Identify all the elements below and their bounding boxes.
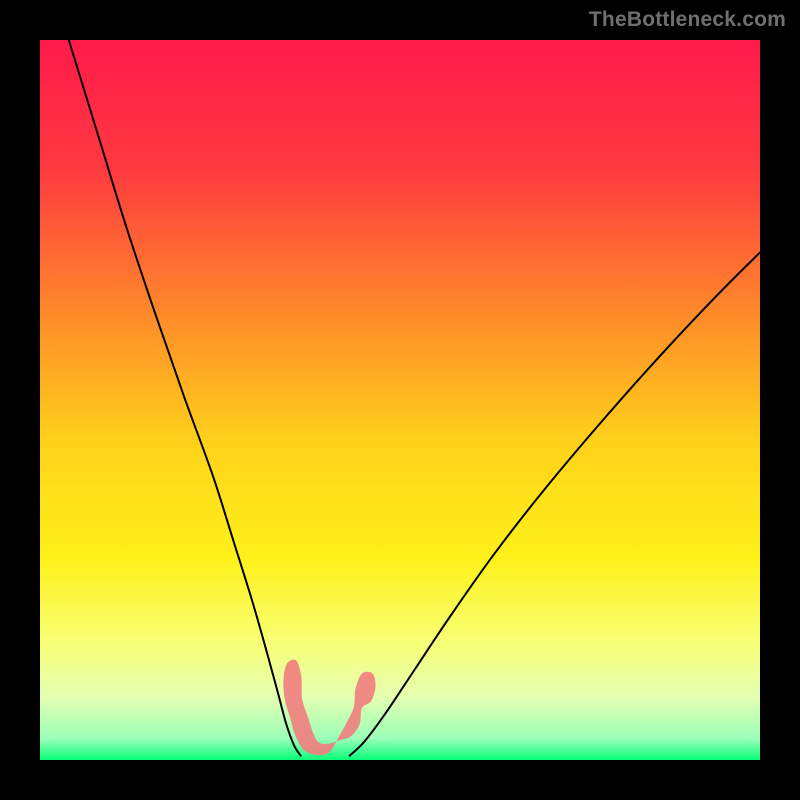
plot-area — [40, 40, 760, 760]
chart-frame: TheBottleneck.com — [0, 0, 800, 800]
plot-svg — [40, 40, 760, 760]
gradient-background — [40, 40, 760, 760]
attribution-text: TheBottleneck.com — [589, 8, 786, 32]
